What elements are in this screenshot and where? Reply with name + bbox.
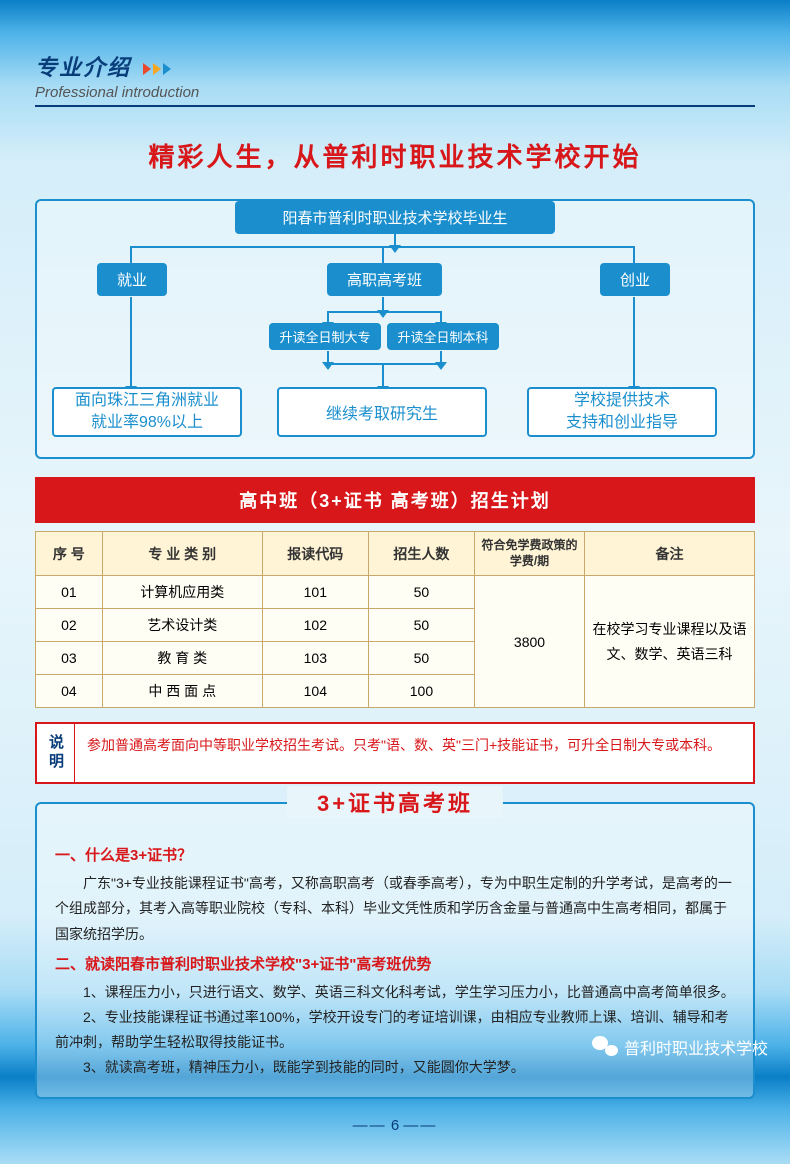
th-major: 专 业 类 别 — [102, 532, 262, 576]
flow-right: 创业 — [600, 263, 670, 296]
note-box: 说明 参加普通高考面向中等职业学校招生考试。只考"语、数、英"三门+技能证书，可… — [35, 722, 755, 784]
wechat-footer: 普利时职业技术学校 — [592, 1035, 768, 1059]
th-remark: 备注 — [585, 532, 755, 576]
flow-mid: 高职高考班 — [327, 263, 442, 296]
remark-cell: 在校学习专业课程以及语文、数学、英语三科 — [585, 576, 755, 708]
note-text: 参加普通高考面向中等职业学校招生考试。只考"语、数、英"三门+技能证书，可升全日… — [75, 724, 733, 782]
q2-item-1: 1、课程压力小，只进行语文、数学、英语三科文化科考试，学生学习压力小，比普通高中… — [55, 980, 735, 1005]
header-title-en: Professional introduction — [35, 84, 755, 101]
enrollment-table: 序 号 专 业 类 别 报读代码 招生人数 符合免学费政策的学费/期 备注 01… — [35, 531, 755, 708]
th-seq: 序 号 — [36, 532, 103, 576]
q1-heading: 一、什么是3+证书？ — [55, 844, 735, 865]
chevron-icon — [143, 62, 173, 80]
note-label: 说明 — [37, 724, 75, 782]
fee-cell: 3800 — [475, 576, 585, 708]
q1-body: 广东"3+专业技能课程证书"高考，又称高职高考（或春季高考），专为中职生定制的升… — [55, 871, 735, 947]
flow-left-result: 面向珠江三角洲就业 就业率98%以上 — [52, 387, 242, 437]
th-count: 招生人数 — [368, 532, 474, 576]
wechat-name: 普利时职业技术学校 — [624, 1035, 768, 1059]
table-row: 01 计算机应用类 101 50 3800 在校学习专业课程以及语文、数学、英语… — [36, 576, 755, 609]
flow-mid-sub2: 升读全日制本科 — [387, 323, 499, 350]
flowchart: 阳春市普利时职业技术学校毕业生 就业 面向珠江三角洲就业 就业率98%以上 高职… — [35, 199, 755, 459]
wechat-icon — [592, 1036, 618, 1058]
header-title-cn: 专业介绍 — [35, 50, 131, 82]
page-number: —— 6 —— — [35, 1117, 755, 1134]
q2-heading: 二、就读阳春市普利时职业技术学校"3+证书"高考班优势 — [55, 953, 735, 974]
flow-left: 就业 — [97, 263, 167, 296]
flow-mid-result: 继续考取研究生 — [277, 387, 487, 437]
th-code: 报读代码 — [262, 532, 368, 576]
flow-right-result: 学校提供技术 支持和创业指导 — [527, 387, 717, 437]
enrollment-banner: 高中班（3+证书 高考班）招生计划 — [35, 477, 755, 523]
cert-title: 3+证书高考班 — [287, 786, 503, 818]
header: 专业介绍 Professional introduction — [35, 50, 755, 107]
th-fee: 符合免学费政策的学费/期 — [475, 532, 585, 576]
flow-mid-sub1: 升读全日制大专 — [269, 323, 381, 350]
flow-root: 阳春市普利时职业技术学校毕业生 — [235, 201, 555, 234]
tagline: 精彩人生，从普利时职业技术学校开始 — [35, 137, 755, 174]
